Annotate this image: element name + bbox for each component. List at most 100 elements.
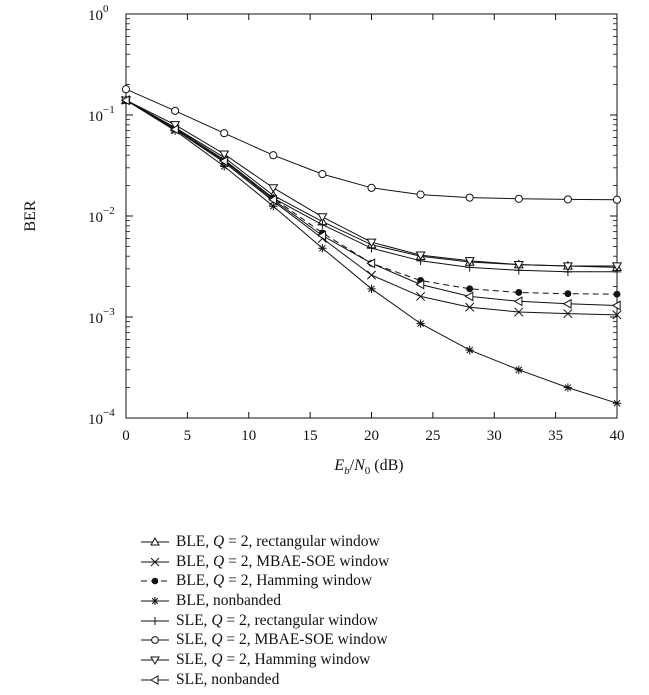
legend-label: BLE, Q = 2, Hamming window — [176, 572, 372, 590]
data-point — [515, 289, 523, 296]
x-axis-title: Eb/N0 (dB) — [333, 457, 403, 477]
data-point — [220, 162, 229, 171]
data-point — [317, 213, 328, 223]
data-point — [513, 296, 523, 307]
y-tick-base: 10 — [88, 412, 103, 428]
x-title-n: N — [353, 457, 366, 474]
legend-swatch — [141, 636, 169, 645]
legend-label-part: SLE, — [176, 611, 212, 629]
data-point — [612, 310, 622, 320]
x-tick-label: 10 — [241, 428, 256, 444]
legend-swatch — [141, 616, 169, 625]
legend-item: BLE, nonbanded — [140, 591, 389, 611]
legend-marker — [150, 536, 160, 546]
legend-marker — [151, 636, 159, 645]
data-point — [218, 155, 228, 167]
y-tick-base: 10 — [88, 311, 103, 327]
y-axis-title: BER — [22, 200, 39, 231]
legend-label: BLE, Q = 2, MBAE-SOE window — [176, 553, 389, 571]
legend-label-part: Q — [213, 552, 225, 570]
data-point — [366, 270, 377, 280]
legend-label-part: SLE, — [176, 650, 212, 668]
data-point — [464, 257, 475, 267]
data-point — [120, 95, 130, 106]
data-point — [611, 300, 621, 311]
data-point — [121, 85, 131, 94]
plot-border — [125, 13, 618, 419]
data-point — [317, 230, 327, 241]
series-7 — [120, 96, 623, 272]
series-layer — [120, 85, 623, 408]
data-point — [169, 124, 179, 135]
legend-label-part: SLE, — [176, 631, 212, 649]
legend-item: SLE, Q = 2, Hamming window — [140, 650, 389, 670]
legend-swatch — [141, 557, 169, 566]
legend-label-part: = 2, rectangular window — [224, 532, 380, 550]
legend-label-part: = 2, MBAE-SOE window — [224, 552, 390, 570]
series-3 — [122, 96, 621, 298]
y-tick-base: 10 — [88, 109, 103, 125]
plot-area — [125, 13, 618, 419]
legend-marker — [150, 557, 160, 566]
data-point — [220, 129, 229, 138]
data-point — [612, 399, 622, 408]
legend-label: BLE, nonbanded — [176, 592, 281, 610]
data-point — [415, 279, 425, 290]
data-point — [513, 260, 524, 270]
data-point — [171, 106, 180, 115]
legend-label: SLE, Q = 2, MBAE-SOE window — [176, 631, 388, 649]
legend-swatch — [141, 656, 169, 665]
legend-label-part: = 2, MBAE-SOE window — [222, 631, 388, 649]
legend-marker — [151, 616, 159, 625]
x-tick-label: 0 — [122, 428, 130, 444]
x-tick-label: 5 — [184, 428, 192, 444]
legend-marker — [149, 674, 159, 685]
legend-swatch — [141, 674, 169, 685]
y-tick-exp: −1 — [103, 104, 115, 116]
data-point — [562, 262, 573, 272]
legend-item: SLE, Q = 2, rectangular window — [140, 611, 389, 631]
data-point — [613, 290, 621, 298]
y-tick-label: 10−1 — [88, 104, 115, 125]
legend-label-part: Q — [213, 572, 225, 590]
legend-label-part: Q — [213, 532, 225, 550]
y-tick-label: 10−2 — [88, 205, 115, 226]
legend-label-part: Q — [211, 611, 223, 629]
data-point — [318, 243, 327, 253]
x-tick-label: 25 — [425, 428, 440, 444]
x-tick-label: 15 — [303, 428, 318, 444]
legend-item: BLE, Q = 2, MBAE-SOE window — [140, 552, 389, 572]
series-6 — [121, 85, 622, 204]
data-point — [563, 309, 573, 319]
x-tick-label: 20 — [364, 428, 379, 444]
legend-label-part: Q — [211, 650, 223, 668]
chart-legend: BLE, Q = 2, rectangular window BLE, Q = 2… — [140, 532, 389, 690]
x-title-e: E — [333, 457, 344, 474]
y-tick-exp: 0 — [103, 3, 109, 15]
legend-marker — [151, 577, 159, 585]
legend-marker — [151, 596, 159, 605]
y-tick-exp: −3 — [103, 306, 115, 318]
data-point — [464, 291, 474, 302]
data-point — [466, 285, 474, 293]
data-point — [416, 319, 425, 328]
x-title-slash: / — [350, 457, 355, 474]
x-axis: 0 5 10 15 20 25 30 35 40 — [122, 14, 625, 444]
data-point — [366, 238, 377, 248]
data-point — [465, 193, 474, 202]
legend-item: BLE, Q = 2, rectangular window — [140, 532, 389, 552]
data-point — [416, 291, 426, 301]
x-tick-label: 35 — [548, 428, 563, 444]
data-point — [514, 307, 524, 317]
x-title-b: b — [344, 465, 350, 477]
y-tick-label: 10−4 — [88, 407, 115, 428]
data-point — [367, 284, 376, 294]
legend-label: SLE, Q = 2, Hamming window — [176, 651, 370, 669]
legend-swatch — [141, 536, 169, 546]
legend-label-part: BLE, nonbanded — [176, 591, 282, 609]
data-point — [366, 258, 376, 269]
x-tick-label: 30 — [487, 428, 502, 444]
y-tick-base: 10 — [88, 210, 103, 226]
